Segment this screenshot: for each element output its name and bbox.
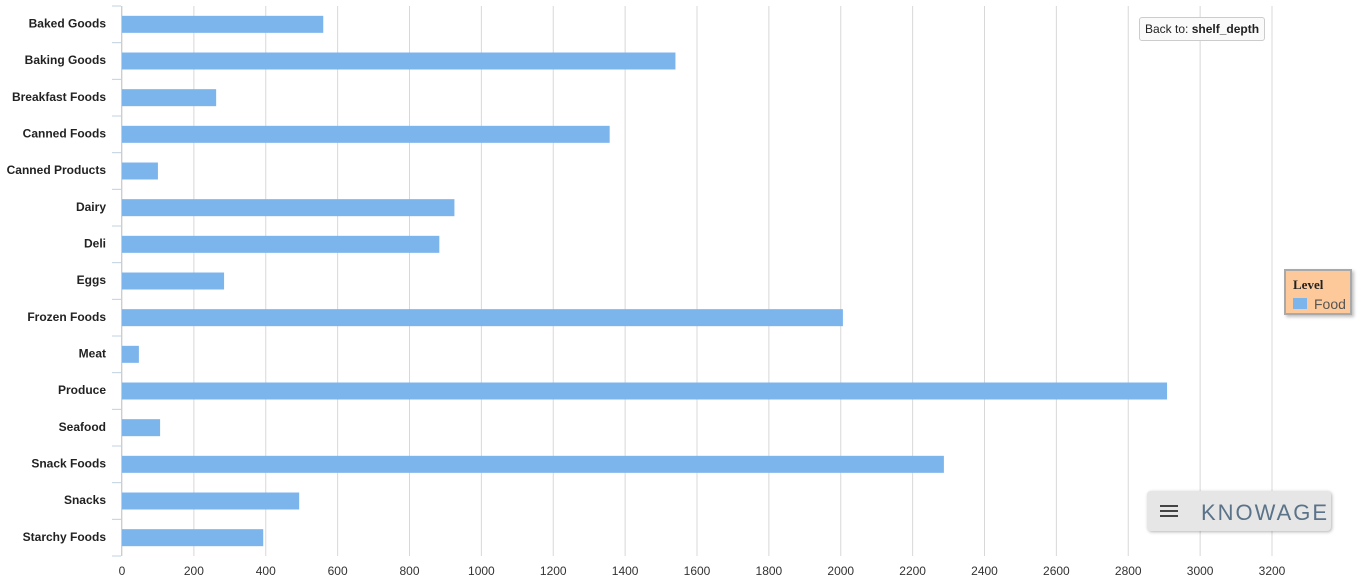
x-tick-label: 2200 xyxy=(899,564,926,578)
y-tick-label: Snack Foods xyxy=(31,457,106,471)
y-tick-label: Baking Goods xyxy=(25,53,107,67)
bar xyxy=(122,199,455,217)
y-tick-label: Deli xyxy=(84,237,106,251)
y-tick-label: Seafood xyxy=(59,420,106,434)
bar xyxy=(122,89,217,107)
bar xyxy=(122,52,676,70)
back-button[interactable]: Back to: shelf_depth xyxy=(1139,17,1266,41)
x-tick-label: 1800 xyxy=(756,564,783,578)
bar xyxy=(122,455,944,473)
x-tick-label: 3000 xyxy=(1187,564,1214,578)
legend-swatch[interactable] xyxy=(1293,298,1307,309)
x-tick-label: 2600 xyxy=(1043,564,1070,578)
y-tick-label: Canned Products xyxy=(7,163,107,177)
bar xyxy=(122,382,1168,400)
y-tick-label: Canned Foods xyxy=(23,127,107,141)
x-tick-label: 400 xyxy=(256,564,276,578)
legend-label[interactable]: Food xyxy=(1314,296,1346,312)
x-tick-label: 2800 xyxy=(1115,564,1142,578)
bar xyxy=(122,162,158,180)
y-tick-label: Baked Goods xyxy=(29,17,107,31)
bar xyxy=(122,235,440,253)
y-tick-label: Snacks xyxy=(64,493,106,507)
y-tick-label: Breakfast Foods xyxy=(12,90,106,104)
x-tick-label: 200 xyxy=(184,564,204,578)
bar xyxy=(122,419,161,437)
bar xyxy=(122,492,300,510)
y-tick-label: Meat xyxy=(79,347,106,361)
bar xyxy=(122,125,610,143)
back-target: shelf_depth xyxy=(1191,22,1260,36)
x-tick-label: 3200 xyxy=(1259,564,1286,578)
bar xyxy=(122,272,225,290)
y-tick-label: Eggs xyxy=(77,273,107,287)
y-tick-label: Starchy Foods xyxy=(23,530,107,544)
x-tick-label: 0 xyxy=(119,564,126,578)
bar xyxy=(122,345,139,363)
bar xyxy=(122,529,264,547)
x-tick-label: 1000 xyxy=(468,564,495,578)
legend-title: Level xyxy=(1293,277,1324,292)
x-tick-label: 800 xyxy=(399,564,419,578)
x-tick-label: 1200 xyxy=(540,564,567,578)
x-tick-label: 2000 xyxy=(827,564,854,578)
x-tick-label: 1600 xyxy=(684,564,711,578)
logo-text: KNOWAGE xyxy=(1201,500,1330,525)
y-tick-label: Produce xyxy=(58,383,106,397)
x-tick-label: 2400 xyxy=(971,564,998,578)
logo-bar: KNOWAGE xyxy=(1147,491,1331,531)
x-tick-label: 600 xyxy=(328,564,348,578)
legend: Level Food xyxy=(1284,269,1352,315)
menu-icon[interactable] xyxy=(1157,491,1187,531)
bar xyxy=(122,15,324,33)
back-prefix: Back to: xyxy=(1145,22,1189,36)
bar xyxy=(122,309,843,327)
y-tick-label: Frozen Foods xyxy=(27,310,106,324)
y-tick-label: Dairy xyxy=(76,200,106,214)
x-tick-label: 1400 xyxy=(612,564,639,578)
